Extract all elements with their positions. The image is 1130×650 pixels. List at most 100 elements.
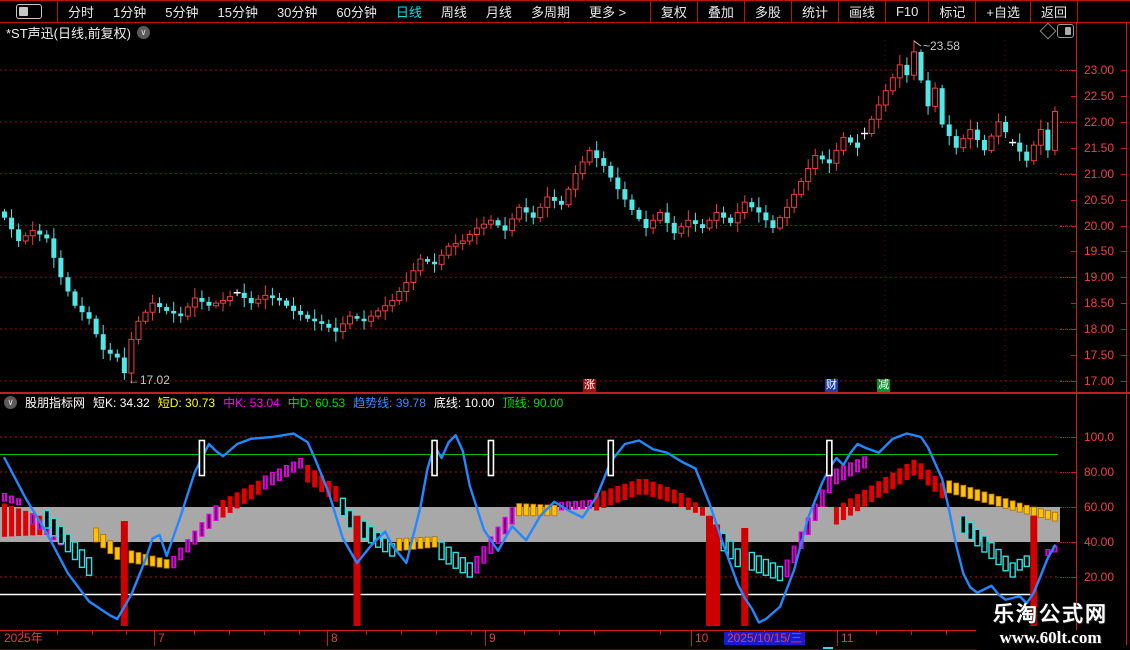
diamond-icon[interactable]: [1039, 22, 1057, 40]
indicator-axis-label: 20.00: [1084, 570, 1115, 584]
indicator-field: 短D: 30.73: [157, 396, 216, 410]
month-label-10: 10: [695, 631, 709, 645]
date-year-label: 2025年: [4, 631, 43, 645]
selected-date-box: 2025/10/15/三: [724, 632, 806, 645]
date-minor-tick: [594, 631, 595, 635]
tools-menu-item-叠加[interactable]: 叠加: [696, 1, 744, 22]
price-dotted-leader: [1060, 329, 1076, 331]
main-candlestick-chart[interactable]: ~23.58 ←17.02: [0, 40, 1076, 392]
month-label-7: 7: [158, 631, 165, 645]
date-minor-tick: [401, 631, 402, 635]
indicator-dotted-leader: [1060, 437, 1076, 438]
date-minor-tick: [264, 631, 265, 635]
price-dotted-leader: [1060, 173, 1076, 175]
date-minor-tick: [366, 631, 367, 635]
month-label-9: 9: [489, 631, 496, 645]
border-tick: [1121, 147, 1126, 149]
month-label-11: 11: [841, 631, 854, 645]
right-border-line: [1126, 22, 1127, 645]
tools-menu-item-复权[interactable]: 复权: [649, 1, 697, 22]
indicator-panel[interactable]: [0, 410, 1060, 630]
menu-item-分时[interactable]: 分时: [68, 5, 95, 20]
price-axis-label: 22.00: [1084, 114, 1115, 129]
indicator-dotted-leader: [1060, 577, 1076, 578]
period-menu: 分时 1分钟 5分钟 15分钟 30分钟 60分钟 日线 周线 月线 多周期 更多 >: [68, 1, 626, 22]
tools-menu-item-+自选[interactable]: +自选: [975, 1, 1030, 22]
date-minor-tick: [299, 631, 300, 635]
date-minor-tick: [946, 631, 947, 635]
border-tick: [1121, 121, 1126, 123]
indicator-field: 底线: 10.00: [433, 396, 495, 410]
date-axis[interactable]: 2025年 7 8 9 10 11 2025/10/15/三: [0, 630, 976, 647]
month-separator: [837, 631, 838, 646]
watermark-url: www.60lt.com: [999, 628, 1102, 647]
menu-item-月线[interactable]: 月线: [485, 5, 512, 20]
date-minor-tick: [229, 631, 230, 635]
svg-text:←17.02: ←17.02: [128, 373, 170, 387]
menu-item-60分钟[interactable]: 60分钟: [336, 5, 377, 20]
month-separator: [485, 631, 486, 646]
watermark-site-name: 乐淘公式网: [993, 603, 1108, 626]
menu-item-30分钟[interactable]: 30分钟: [276, 5, 318, 20]
price-tick: [1071, 355, 1076, 357]
menu-item-周线[interactable]: 周线: [440, 5, 467, 20]
tools-menu-item-返回[interactable]: 返回: [1029, 1, 1078, 22]
price-dotted-leader: [1060, 225, 1076, 227]
price-axis-label: 19.00: [1084, 270, 1115, 285]
tools-menu-item-画线[interactable]: 画线: [837, 1, 885, 22]
price-dotted-leader: [1060, 277, 1076, 279]
month-separator: [327, 631, 328, 646]
menu-item-日线[interactable]: 日线: [395, 5, 422, 20]
price-tick: [1071, 95, 1076, 97]
indicator-field: 短K: 34.32: [93, 396, 150, 410]
date-minor-tick: [559, 631, 560, 635]
watermark: 乐淘公式网 www.60lt.com: [993, 598, 1108, 648]
sidebar-toggle-left[interactable]: [0, 1, 58, 22]
tools-menu: 复权 叠加 多股 统计 画线 F10 标记 +自选 返回: [649, 1, 1078, 22]
price-dotted-leader: [1060, 121, 1076, 123]
indicator-axis-label: 40.00: [1084, 535, 1115, 549]
date-minor-tick: [194, 631, 195, 635]
tools-menu-item-F10[interactable]: F10: [884, 1, 928, 22]
date-minor-tick: [876, 631, 877, 635]
price-axis-line: [1076, 22, 1077, 630]
price-axis-label: 22.50: [1084, 88, 1115, 103]
indicator-header: ∨ 股朋指标网 短K: 34.32 短D: 30.73 中K: 53.04 中D: 6…: [4, 395, 563, 410]
menu-item-1分钟[interactable]: 1分钟: [113, 5, 147, 20]
menu-item-多周期[interactable]: 多周期: [530, 5, 570, 20]
price-tick: [1071, 303, 1076, 305]
indicator-dotted-leader: [1060, 472, 1076, 473]
panel-separator[interactable]: [0, 392, 1130, 394]
month-label-8: 8: [331, 631, 338, 645]
indicator-field: 中K: 53.04: [223, 396, 280, 410]
menu-item-更多 >[interactable]: 更多 >: [588, 5, 627, 20]
border-tick: [1121, 95, 1126, 97]
date-minor-tick: [126, 631, 127, 635]
border-tick: [1121, 381, 1126, 383]
menu-item-5分钟[interactable]: 5分钟: [165, 5, 199, 20]
title-row: *ST声迅(日线,前复权) ∨: [6, 24, 150, 41]
indicator-axis-label: 80.00: [1084, 465, 1115, 479]
border-tick: [1121, 70, 1126, 71]
indicator-axis-label: 100.0: [1084, 430, 1115, 444]
price-axis-label: 20.00: [1084, 218, 1115, 233]
price-axis-label: 21.00: [1084, 166, 1115, 181]
chevron-down-icon[interactable]: ∨: [136, 25, 150, 39]
price-axis-label: 18.50: [1084, 296, 1115, 311]
price-axis-label: 23.00: [1084, 63, 1115, 77]
price-axis-label: 21.50: [1084, 140, 1115, 155]
menu-item-15分钟[interactable]: 15分钟: [217, 5, 258, 20]
svg-text:~23.58: ~23.58: [923, 40, 960, 53]
indicator-axis-label: 60.00: [1084, 500, 1115, 514]
tools-menu-item-多股[interactable]: 多股: [743, 1, 791, 22]
border-tick: [1121, 199, 1126, 201]
tools-menu-item-统计[interactable]: 统计: [790, 1, 838, 22]
sidebar-toggle-right-icon[interactable]: [1057, 24, 1074, 38]
date-minor-tick: [436, 631, 437, 635]
date-minor-tick: [22, 631, 23, 635]
price-tick: [1071, 199, 1076, 201]
tools-menu-item-标记[interactable]: 标记: [928, 1, 975, 22]
indicator-chevron-icon[interactable]: ∨: [4, 396, 17, 409]
date-minor-tick: [911, 631, 912, 635]
